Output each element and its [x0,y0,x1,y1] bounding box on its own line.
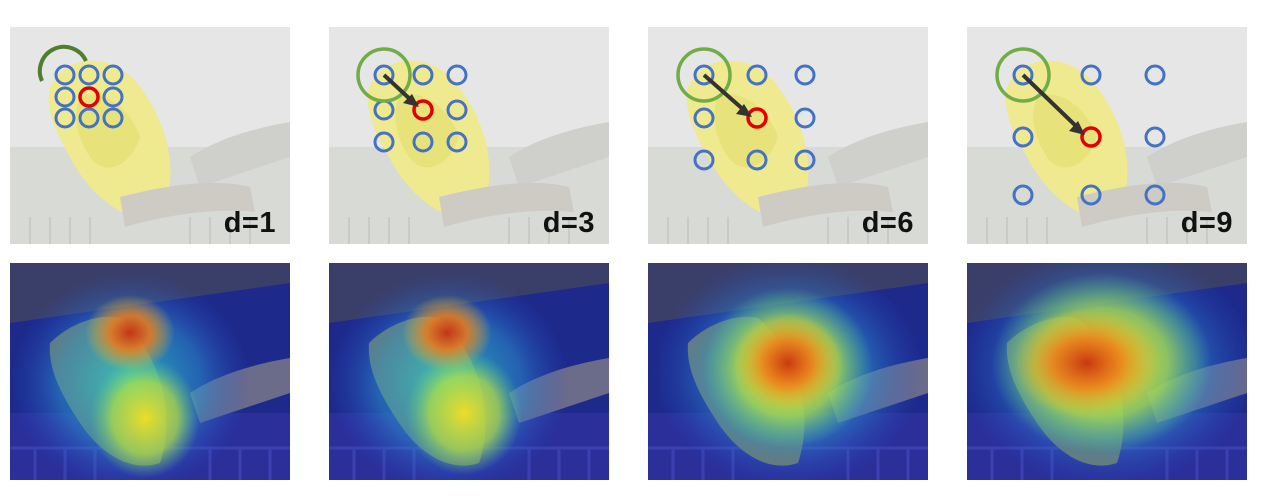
parrot-image-faded [10,27,290,244]
sample-point [746,149,768,171]
origin-circle [995,47,1051,103]
sample-point [1012,126,1034,148]
sample-point [1012,184,1034,206]
sampling-grid [356,47,468,153]
origin-circle [676,47,732,103]
sample-point [1080,64,1102,86]
sample-point [54,64,76,86]
dilation-label: d=6 [861,207,914,239]
sample-point [54,86,76,108]
offset-arrow [382,73,414,103]
sample-point [1144,64,1166,86]
center-point [746,107,768,129]
grid-panel-d1: d=1 [10,27,290,244]
sampling-grid [995,47,1166,206]
center-point [1080,126,1102,148]
sample-point [78,107,100,129]
sample-point [78,64,100,86]
heat-mid [90,358,200,478]
sample-point [54,107,76,129]
offset-arrow [1021,73,1080,130]
center-point [412,99,434,121]
sample-point [693,149,715,171]
origin-circle [37,44,88,82]
sample-point [102,107,124,129]
sample-point [446,99,468,121]
parrot-image-faded [329,27,609,244]
dilation-label: d=9 [1180,207,1233,239]
sample-point [446,131,468,153]
sample-point [693,107,715,129]
sample-point [1144,126,1166,148]
sample-point [1080,184,1102,206]
sample-point [794,149,816,171]
sample-point [1144,184,1166,206]
dilation-label: d=1 [223,207,276,239]
sample-point [102,64,124,86]
offset-arrow [702,73,747,113]
grid-panel-d6: d=6 [648,27,928,244]
sampling-grid [676,47,816,171]
heatmap-panel-d9 [967,263,1247,480]
attention-heatmap [967,263,1247,480]
heatmap-panel-d3 [329,263,609,480]
arrow-head [1069,121,1085,135]
heat-peak [733,313,843,413]
attention-heatmap [10,263,290,480]
grid-panel-d3: d=3 [329,27,609,244]
origin-circle [356,47,412,103]
heatmap-panel-d1 [10,263,290,480]
sample-point [693,64,715,86]
dilation-label: d=3 [542,207,595,239]
heat-peak [85,295,175,371]
center-point [78,86,100,108]
attention-heatmap [648,263,928,480]
sample-point [794,64,816,86]
parrot-image-faded [648,27,928,244]
sample-point [373,131,395,153]
sample-point [446,64,468,86]
heat-peak [402,295,492,371]
sampling-grid [37,44,124,129]
sample-point [1012,64,1034,86]
sample-point [373,64,395,86]
heat-mid [406,351,522,475]
sample-point [412,64,434,86]
heatmap-panel-d6 [648,263,928,480]
arrow-head [403,94,419,107]
sample-point [102,86,124,108]
parrot-image-faded [967,27,1247,244]
grid-panel-d9: d=9 [967,27,1247,244]
arrow-head [736,104,752,117]
heat-peak [1012,308,1162,418]
attention-heatmap [329,263,609,480]
sample-point [794,107,816,129]
sample-point [746,64,768,86]
sample-point [412,131,434,153]
